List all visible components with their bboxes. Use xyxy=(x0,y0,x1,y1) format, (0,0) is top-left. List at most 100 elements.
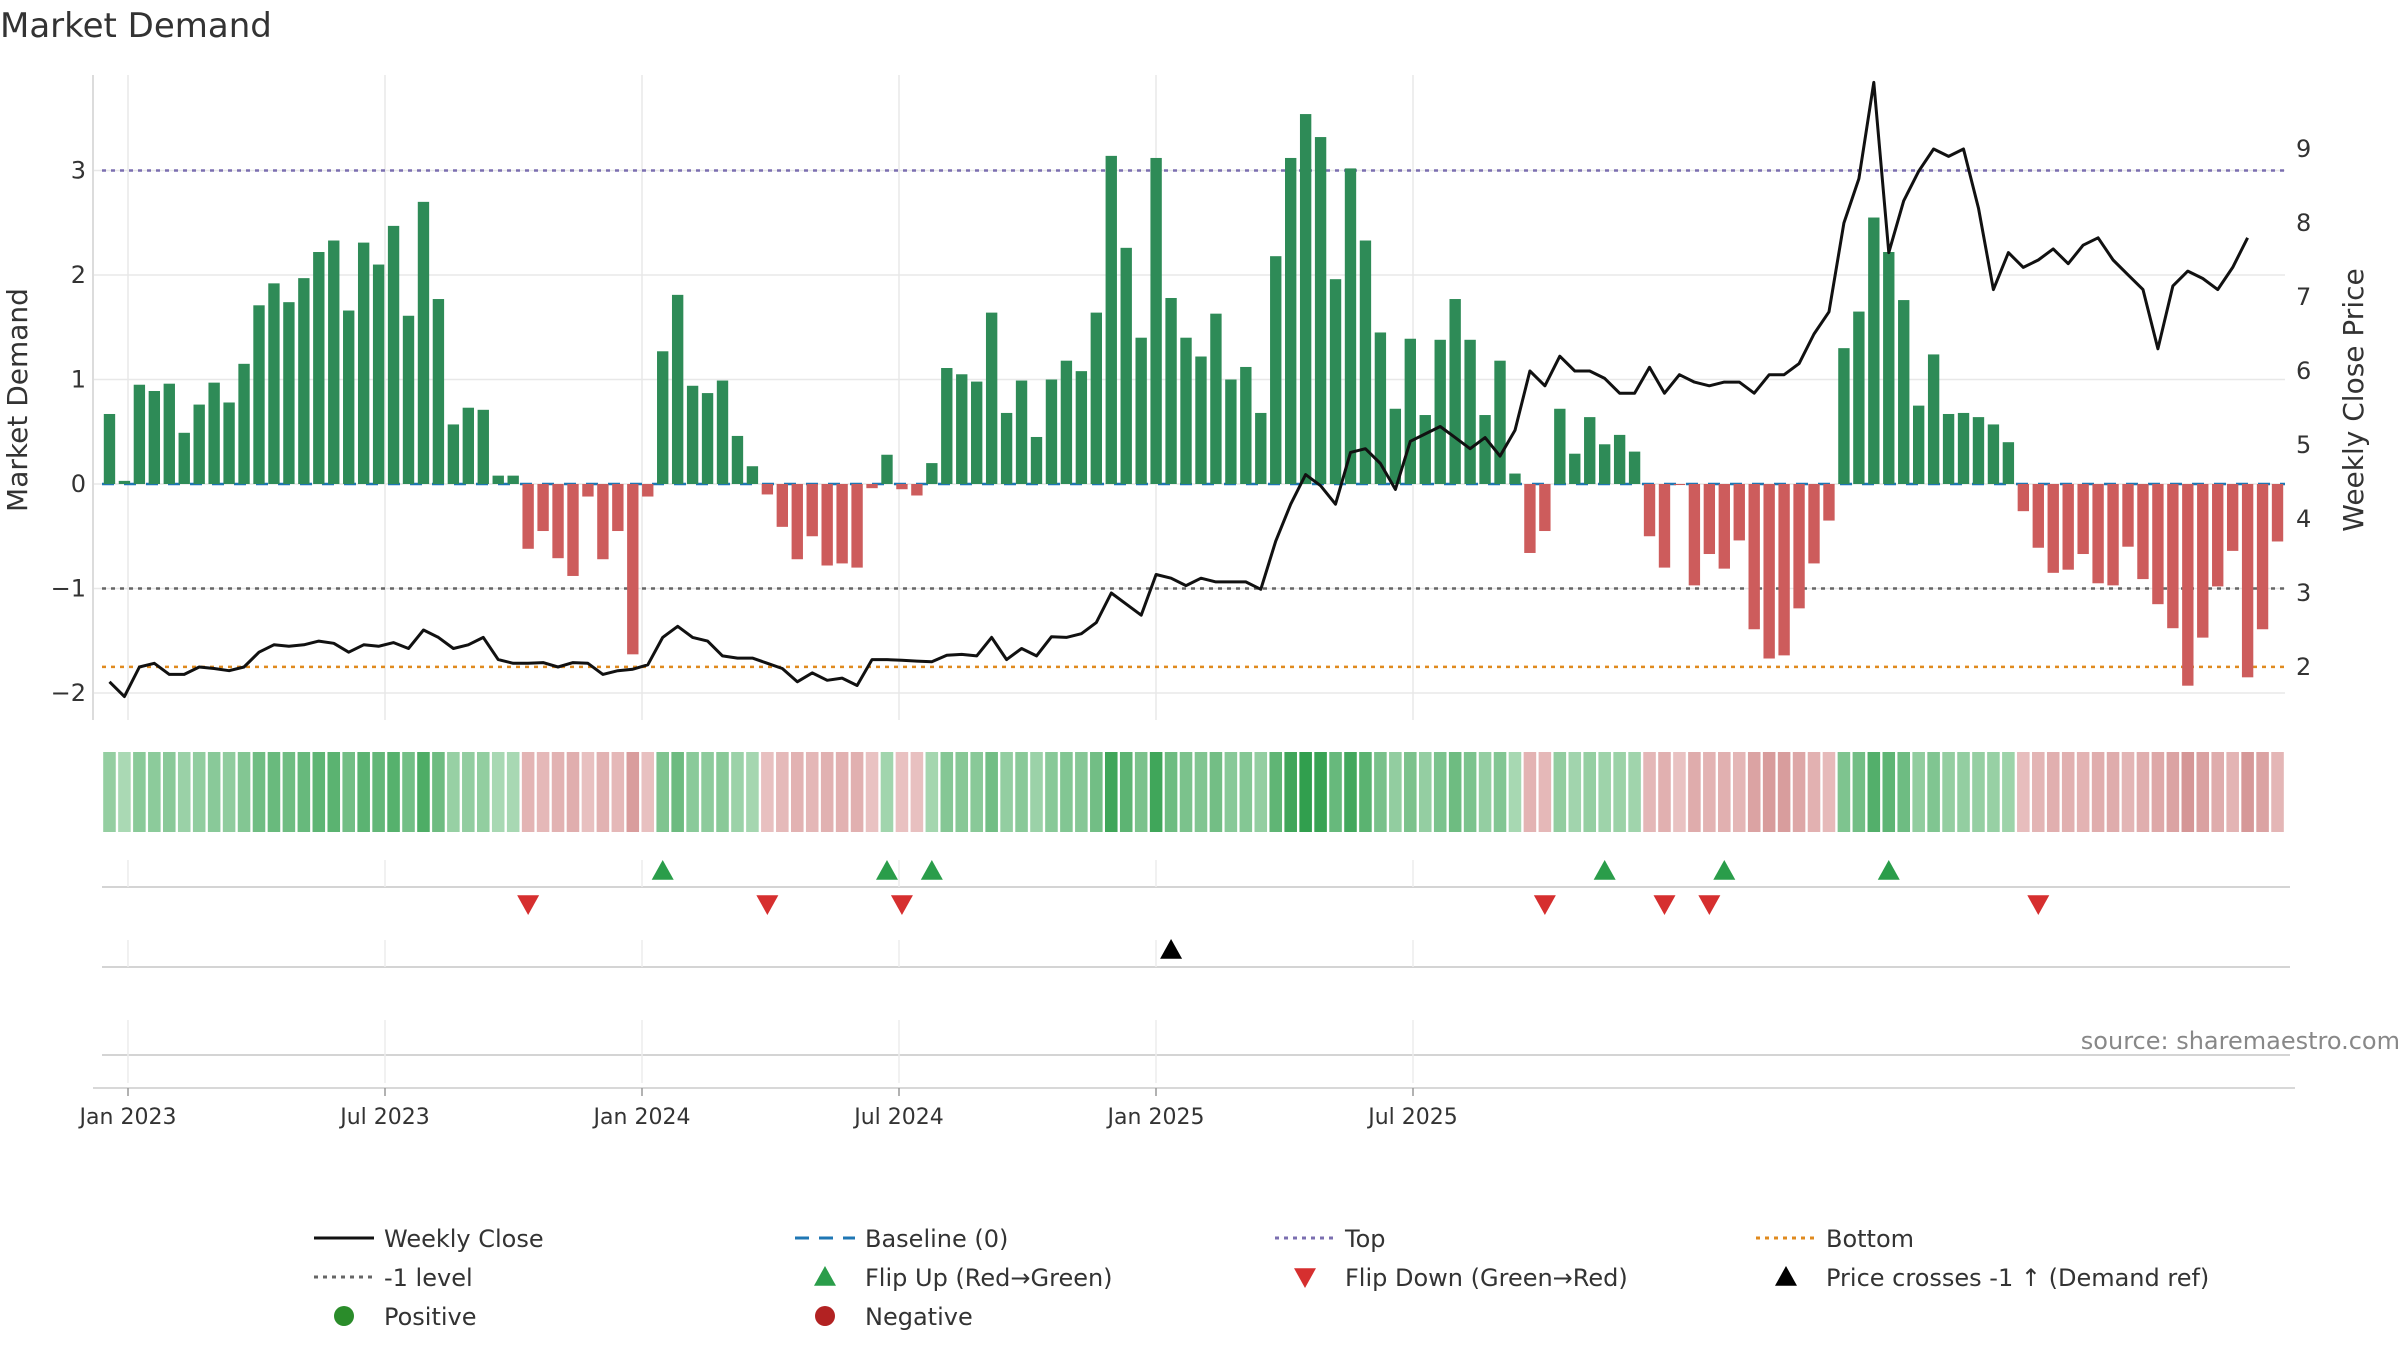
chart-title: Market Demand xyxy=(0,6,272,46)
demand-bar xyxy=(657,351,669,484)
flip-down-marker xyxy=(1533,895,1556,915)
heat-cell xyxy=(1299,752,1312,832)
demand-bar xyxy=(2032,484,2044,548)
demand-bar xyxy=(851,484,863,568)
heat-cell xyxy=(985,752,998,832)
demand-bar xyxy=(1344,168,1357,484)
y2-tick-label: 2 xyxy=(2296,653,2311,681)
heat-cell xyxy=(970,752,983,832)
heat-cell xyxy=(1718,752,1731,832)
demand-bar xyxy=(582,484,594,497)
demand-bar xyxy=(1120,247,1132,484)
heat-cell xyxy=(865,752,879,832)
y2-tick-label: 4 xyxy=(2296,505,2311,533)
demand-bar xyxy=(1090,312,1102,484)
heat-cell xyxy=(1538,752,1552,832)
demand-bar xyxy=(2212,484,2224,587)
y2-tick-label: 3 xyxy=(2296,579,2311,607)
heat-cell xyxy=(506,752,520,832)
demand-bar xyxy=(1225,379,1237,484)
demand-bar xyxy=(612,484,624,532)
heat-cell xyxy=(1822,752,1836,832)
y-ticks: −2 −1 0 1 2 3 xyxy=(51,157,86,708)
demand-bar xyxy=(1210,313,1222,484)
demand-bar xyxy=(956,374,968,484)
demand-bar xyxy=(133,384,146,484)
heat-cell xyxy=(1119,752,1133,832)
heat-cell xyxy=(1284,752,1297,832)
heat-cell xyxy=(1777,752,1791,832)
heat-cell xyxy=(118,752,131,832)
demand-bar xyxy=(1838,348,1850,484)
heat-cell xyxy=(776,752,789,832)
demand-bar xyxy=(701,393,714,484)
x-tick-label: Jan 2024 xyxy=(592,1105,691,1130)
demand-bar xyxy=(238,363,250,484)
legend-label: Top xyxy=(1344,1225,1386,1253)
legend-label: -1 level xyxy=(384,1264,473,1292)
heat-cell xyxy=(1418,752,1432,832)
heat-cell xyxy=(1673,752,1686,832)
heat-cell xyxy=(2256,752,2269,832)
heat-cell xyxy=(701,752,714,832)
heat-cell xyxy=(790,752,804,832)
heat-cell xyxy=(357,752,370,832)
demand-bar xyxy=(402,315,415,484)
demand-bar xyxy=(2122,484,2134,547)
demand-bar xyxy=(1389,408,1402,484)
legend: Weekly Close Baseline (0) Top Bottom -1 leve… xyxy=(314,1225,2209,1331)
heat-cell xyxy=(1732,752,1746,832)
heat-cell xyxy=(1000,752,1013,832)
demand-bar xyxy=(911,484,923,496)
demand-bar xyxy=(1285,157,1297,484)
x-tick-label: Jul 2023 xyxy=(338,1105,430,1130)
heat-cell xyxy=(1075,752,1088,832)
demand-bar xyxy=(1270,256,1282,484)
legend-label: Weekly Close xyxy=(384,1225,544,1253)
heat-cell xyxy=(1598,752,1611,832)
heat-cell xyxy=(1344,752,1357,832)
demand-bar xyxy=(1673,484,1686,486)
demand-bar xyxy=(1255,412,1267,484)
legend-triangle-down-swatch xyxy=(1294,1268,1316,1288)
demand-bar xyxy=(1584,417,1596,484)
demand-bar xyxy=(492,475,504,484)
heat-cell xyxy=(671,752,684,832)
demand-bar xyxy=(1150,157,1162,484)
heat-cell xyxy=(192,752,206,832)
demand-bar xyxy=(1015,380,1028,484)
price-cross-marker xyxy=(1160,939,1183,959)
heat-cell xyxy=(1583,752,1597,832)
demand-bar xyxy=(1075,371,1088,484)
demand-bar xyxy=(357,242,370,484)
heat-cell xyxy=(2241,752,2254,832)
demand-bar xyxy=(1449,299,1461,484)
heat-cell xyxy=(1104,752,1118,832)
heat-cell xyxy=(2121,752,2135,832)
source-credit: source: sharemaestro.com xyxy=(2081,1027,2400,1055)
demand-bar xyxy=(1195,356,1207,484)
heat-cell xyxy=(476,752,490,832)
heat-cell xyxy=(282,752,296,832)
legend-label: Positive xyxy=(384,1303,477,1331)
demand-bar xyxy=(522,484,534,549)
heat-cell xyxy=(1030,752,1043,832)
demand-bar xyxy=(1419,415,1431,484)
demand-bar xyxy=(2152,484,2164,605)
demand-bar xyxy=(1927,354,1940,484)
demand-bar xyxy=(253,305,265,484)
flip-up-marker xyxy=(920,860,943,880)
x-ticks: Jan 2023 Jul 2023 Jan 2024 Jul 2024 Jan 2025… xyxy=(78,1088,1458,1130)
heat-cell xyxy=(1613,752,1626,832)
demand-bar xyxy=(1509,473,1521,484)
demand-bar xyxy=(761,484,774,495)
heat-cell xyxy=(1927,752,1940,832)
demand-bar xyxy=(836,484,848,564)
heat-cell xyxy=(1209,752,1223,832)
demand-bar xyxy=(1763,484,1775,659)
heat-cell xyxy=(1329,752,1342,832)
heat-cell xyxy=(1523,752,1537,832)
y2-tick-label: 5 xyxy=(2296,431,2311,459)
demand-bar xyxy=(1329,279,1342,484)
heat-cell xyxy=(761,752,774,832)
